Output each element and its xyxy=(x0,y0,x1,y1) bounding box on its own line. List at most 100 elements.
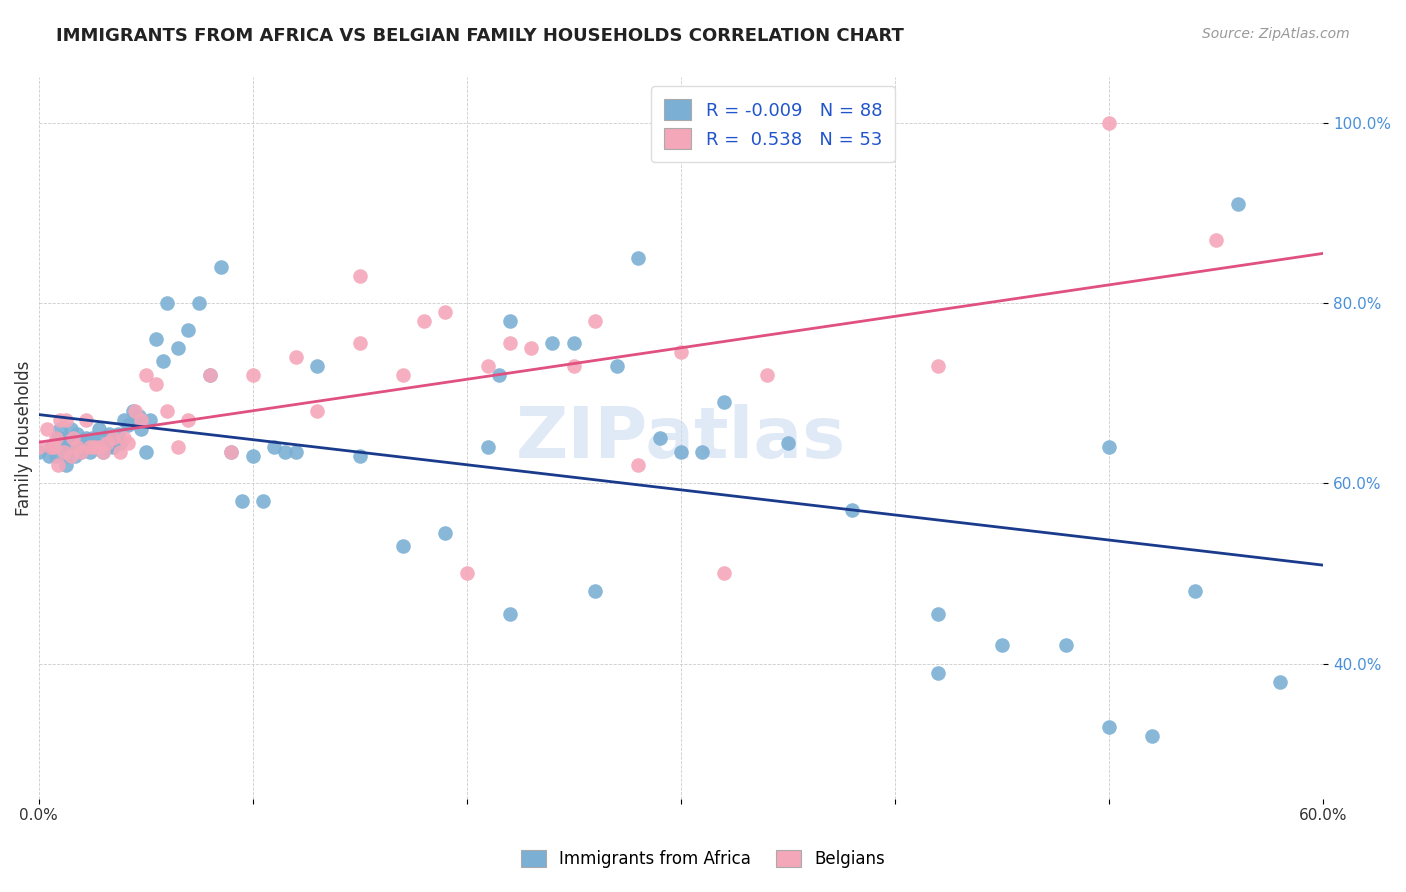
Point xyxy=(45,449,67,463)
Point xyxy=(49,440,72,454)
Point xyxy=(131,422,153,436)
Point xyxy=(391,368,413,382)
Point xyxy=(86,440,108,454)
Point xyxy=(669,444,692,458)
Point xyxy=(53,444,76,458)
Point xyxy=(284,350,307,364)
Point xyxy=(166,440,188,454)
Point xyxy=(1140,729,1163,743)
Point xyxy=(263,440,285,454)
Point xyxy=(434,525,457,540)
Point xyxy=(456,566,478,581)
Point xyxy=(520,341,543,355)
Point xyxy=(927,607,949,621)
Point xyxy=(188,296,211,310)
Point xyxy=(59,449,82,463)
Point xyxy=(66,426,89,441)
Point xyxy=(75,413,97,427)
Point xyxy=(152,354,174,368)
Point xyxy=(112,413,135,427)
Point xyxy=(53,444,76,458)
Text: IMMIGRANTS FROM AFRICA VS BELGIAN FAMILY HOUSEHOLDS CORRELATION CHART: IMMIGRANTS FROM AFRICA VS BELGIAN FAMILY… xyxy=(56,27,904,45)
Legend: Immigrants from Africa, Belgians: Immigrants from Africa, Belgians xyxy=(515,843,891,875)
Point xyxy=(349,336,371,351)
Point xyxy=(648,431,671,445)
Point xyxy=(562,336,585,351)
Point xyxy=(166,341,188,355)
Point xyxy=(669,345,692,359)
Y-axis label: Family Households: Family Households xyxy=(15,360,32,516)
Point xyxy=(59,435,82,450)
Point xyxy=(1098,440,1121,454)
Point xyxy=(124,413,146,427)
Point xyxy=(83,440,105,454)
Point xyxy=(45,431,67,445)
Point xyxy=(156,404,179,418)
Point xyxy=(98,426,121,441)
Point xyxy=(79,440,101,454)
Point xyxy=(1184,584,1206,599)
Point xyxy=(927,359,949,373)
Point xyxy=(477,440,499,454)
Point xyxy=(145,376,167,391)
Point xyxy=(27,444,49,458)
Point xyxy=(103,431,125,445)
Point xyxy=(117,435,139,450)
Point xyxy=(70,440,93,454)
Point xyxy=(145,332,167,346)
Point xyxy=(627,251,650,265)
Legend: R = -0.009   N = 88, R =  0.538   N = 53: R = -0.009 N = 88, R = 0.538 N = 53 xyxy=(651,87,894,161)
Point xyxy=(37,422,59,436)
Point xyxy=(1226,196,1249,211)
Point xyxy=(46,458,69,472)
Point xyxy=(117,417,139,432)
Point xyxy=(562,359,585,373)
Point xyxy=(177,413,200,427)
Point xyxy=(59,422,82,436)
Point xyxy=(62,431,84,445)
Point xyxy=(107,426,129,441)
Point xyxy=(1098,115,1121,129)
Point xyxy=(55,458,77,472)
Point xyxy=(124,404,146,418)
Point xyxy=(434,305,457,319)
Point xyxy=(72,435,94,450)
Point xyxy=(42,440,65,454)
Point xyxy=(583,584,606,599)
Point xyxy=(38,449,60,463)
Point xyxy=(80,431,103,445)
Point xyxy=(91,444,114,458)
Point xyxy=(1270,674,1292,689)
Point xyxy=(55,413,77,427)
Point xyxy=(274,444,297,458)
Point xyxy=(713,395,735,409)
Point xyxy=(488,368,510,382)
Point xyxy=(692,444,714,458)
Point xyxy=(477,359,499,373)
Point xyxy=(627,458,650,472)
Point xyxy=(713,566,735,581)
Point xyxy=(583,314,606,328)
Point xyxy=(198,368,221,382)
Point xyxy=(252,494,274,508)
Point xyxy=(391,539,413,553)
Point xyxy=(27,440,49,454)
Point xyxy=(79,444,101,458)
Point xyxy=(87,440,110,454)
Point xyxy=(131,413,153,427)
Point xyxy=(112,431,135,445)
Point xyxy=(41,440,63,454)
Point xyxy=(49,413,72,427)
Point xyxy=(66,440,89,454)
Point xyxy=(231,494,253,508)
Point xyxy=(66,440,89,454)
Point xyxy=(305,359,328,373)
Point xyxy=(83,435,105,450)
Point xyxy=(349,449,371,463)
Point xyxy=(135,368,157,382)
Point xyxy=(198,368,221,382)
Point xyxy=(606,359,628,373)
Point xyxy=(991,639,1014,653)
Text: Source: ZipAtlas.com: Source: ZipAtlas.com xyxy=(1202,27,1350,41)
Point xyxy=(349,268,371,283)
